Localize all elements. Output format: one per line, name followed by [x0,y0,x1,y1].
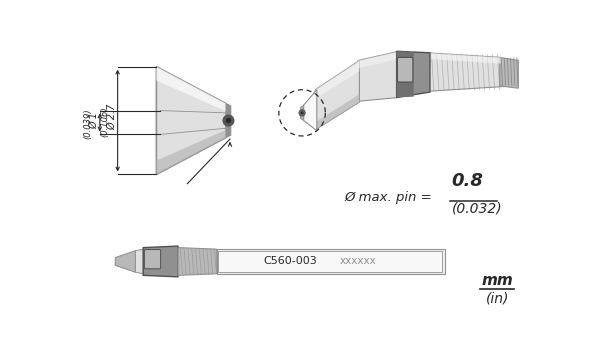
FancyBboxPatch shape [145,249,161,269]
Text: mm: mm [482,273,513,289]
Text: Ø 1: Ø 1 [89,112,100,129]
Polygon shape [315,94,359,130]
Polygon shape [115,251,136,272]
Polygon shape [304,90,317,131]
Polygon shape [315,61,359,99]
Polygon shape [428,53,501,64]
Polygon shape [157,67,226,175]
Polygon shape [226,103,231,138]
Polygon shape [500,57,518,88]
Polygon shape [397,51,430,97]
Text: (0.032): (0.032) [452,201,502,215]
Circle shape [226,118,231,123]
Text: xxxxxx: xxxxxx [340,257,377,266]
Text: (0.039): (0.039) [83,109,92,139]
Polygon shape [178,248,217,275]
Circle shape [299,110,305,116]
Polygon shape [358,51,399,101]
Polygon shape [217,249,445,274]
FancyBboxPatch shape [397,57,413,82]
Text: Ø max. pin =: Ø max. pin = [344,191,433,204]
Polygon shape [136,249,143,274]
Polygon shape [397,51,413,97]
FancyBboxPatch shape [218,251,442,272]
Polygon shape [157,130,226,175]
Polygon shape [428,53,501,91]
Polygon shape [301,105,304,121]
Text: (in): (in) [485,291,509,306]
Text: (0.106): (0.106) [101,107,110,138]
Polygon shape [143,246,178,277]
Polygon shape [358,51,399,68]
Text: C560-003: C560-003 [263,257,317,266]
Polygon shape [157,67,226,111]
Text: 0.8: 0.8 [452,172,484,190]
Polygon shape [315,61,359,130]
Circle shape [301,111,304,114]
Text: Ø 2.7: Ø 2.7 [107,103,117,130]
Circle shape [223,115,234,126]
